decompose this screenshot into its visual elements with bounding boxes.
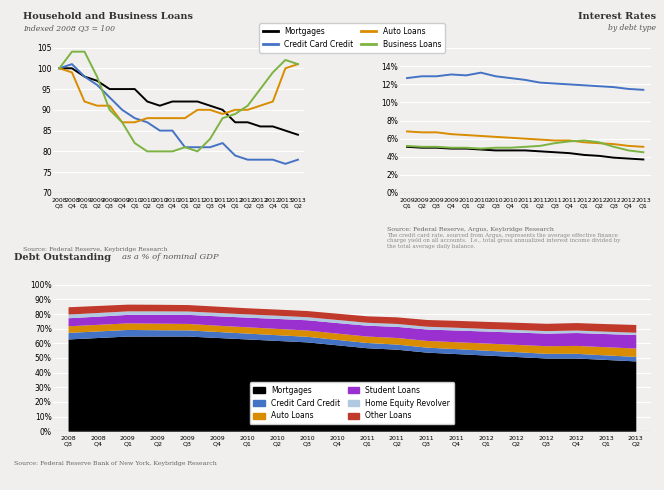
Text: Debt Outstanding: Debt Outstanding — [15, 253, 112, 262]
Legend: Mortgages, Credit Card Credit, Auto Loans, Student Loans, Home Equity Revolver, : Mortgages, Credit Card Credit, Auto Loan… — [250, 382, 454, 424]
Text: Source: Federal Reserve, Argus, Keybridge Research: Source: Federal Reserve, Argus, Keybridg… — [387, 227, 554, 232]
Text: Source: Federal Reserve Bank of New York, Keybridge Research: Source: Federal Reserve Bank of New York… — [15, 461, 217, 466]
Text: Household and Business Loans: Household and Business Loans — [23, 12, 193, 21]
Text: by debt type: by debt type — [608, 24, 656, 32]
Text: Source: Federal Reserve, Keybridge Research: Source: Federal Reserve, Keybridge Resea… — [23, 247, 167, 252]
Text: The credit card rate, sourced from Argus, represents the average effective finan: The credit card rate, sourced from Argus… — [387, 233, 620, 249]
Text: Indexed 2008 Q3 = 100: Indexed 2008 Q3 = 100 — [23, 24, 115, 32]
Legend: Mortgages, Credit Card Credit, Auto Loans, Business Loans: Mortgages, Credit Card Credit, Auto Loan… — [259, 24, 445, 53]
Text: Interest Rates: Interest Rates — [578, 12, 656, 21]
Text: as a % of nominal GDP: as a % of nominal GDP — [122, 253, 218, 261]
